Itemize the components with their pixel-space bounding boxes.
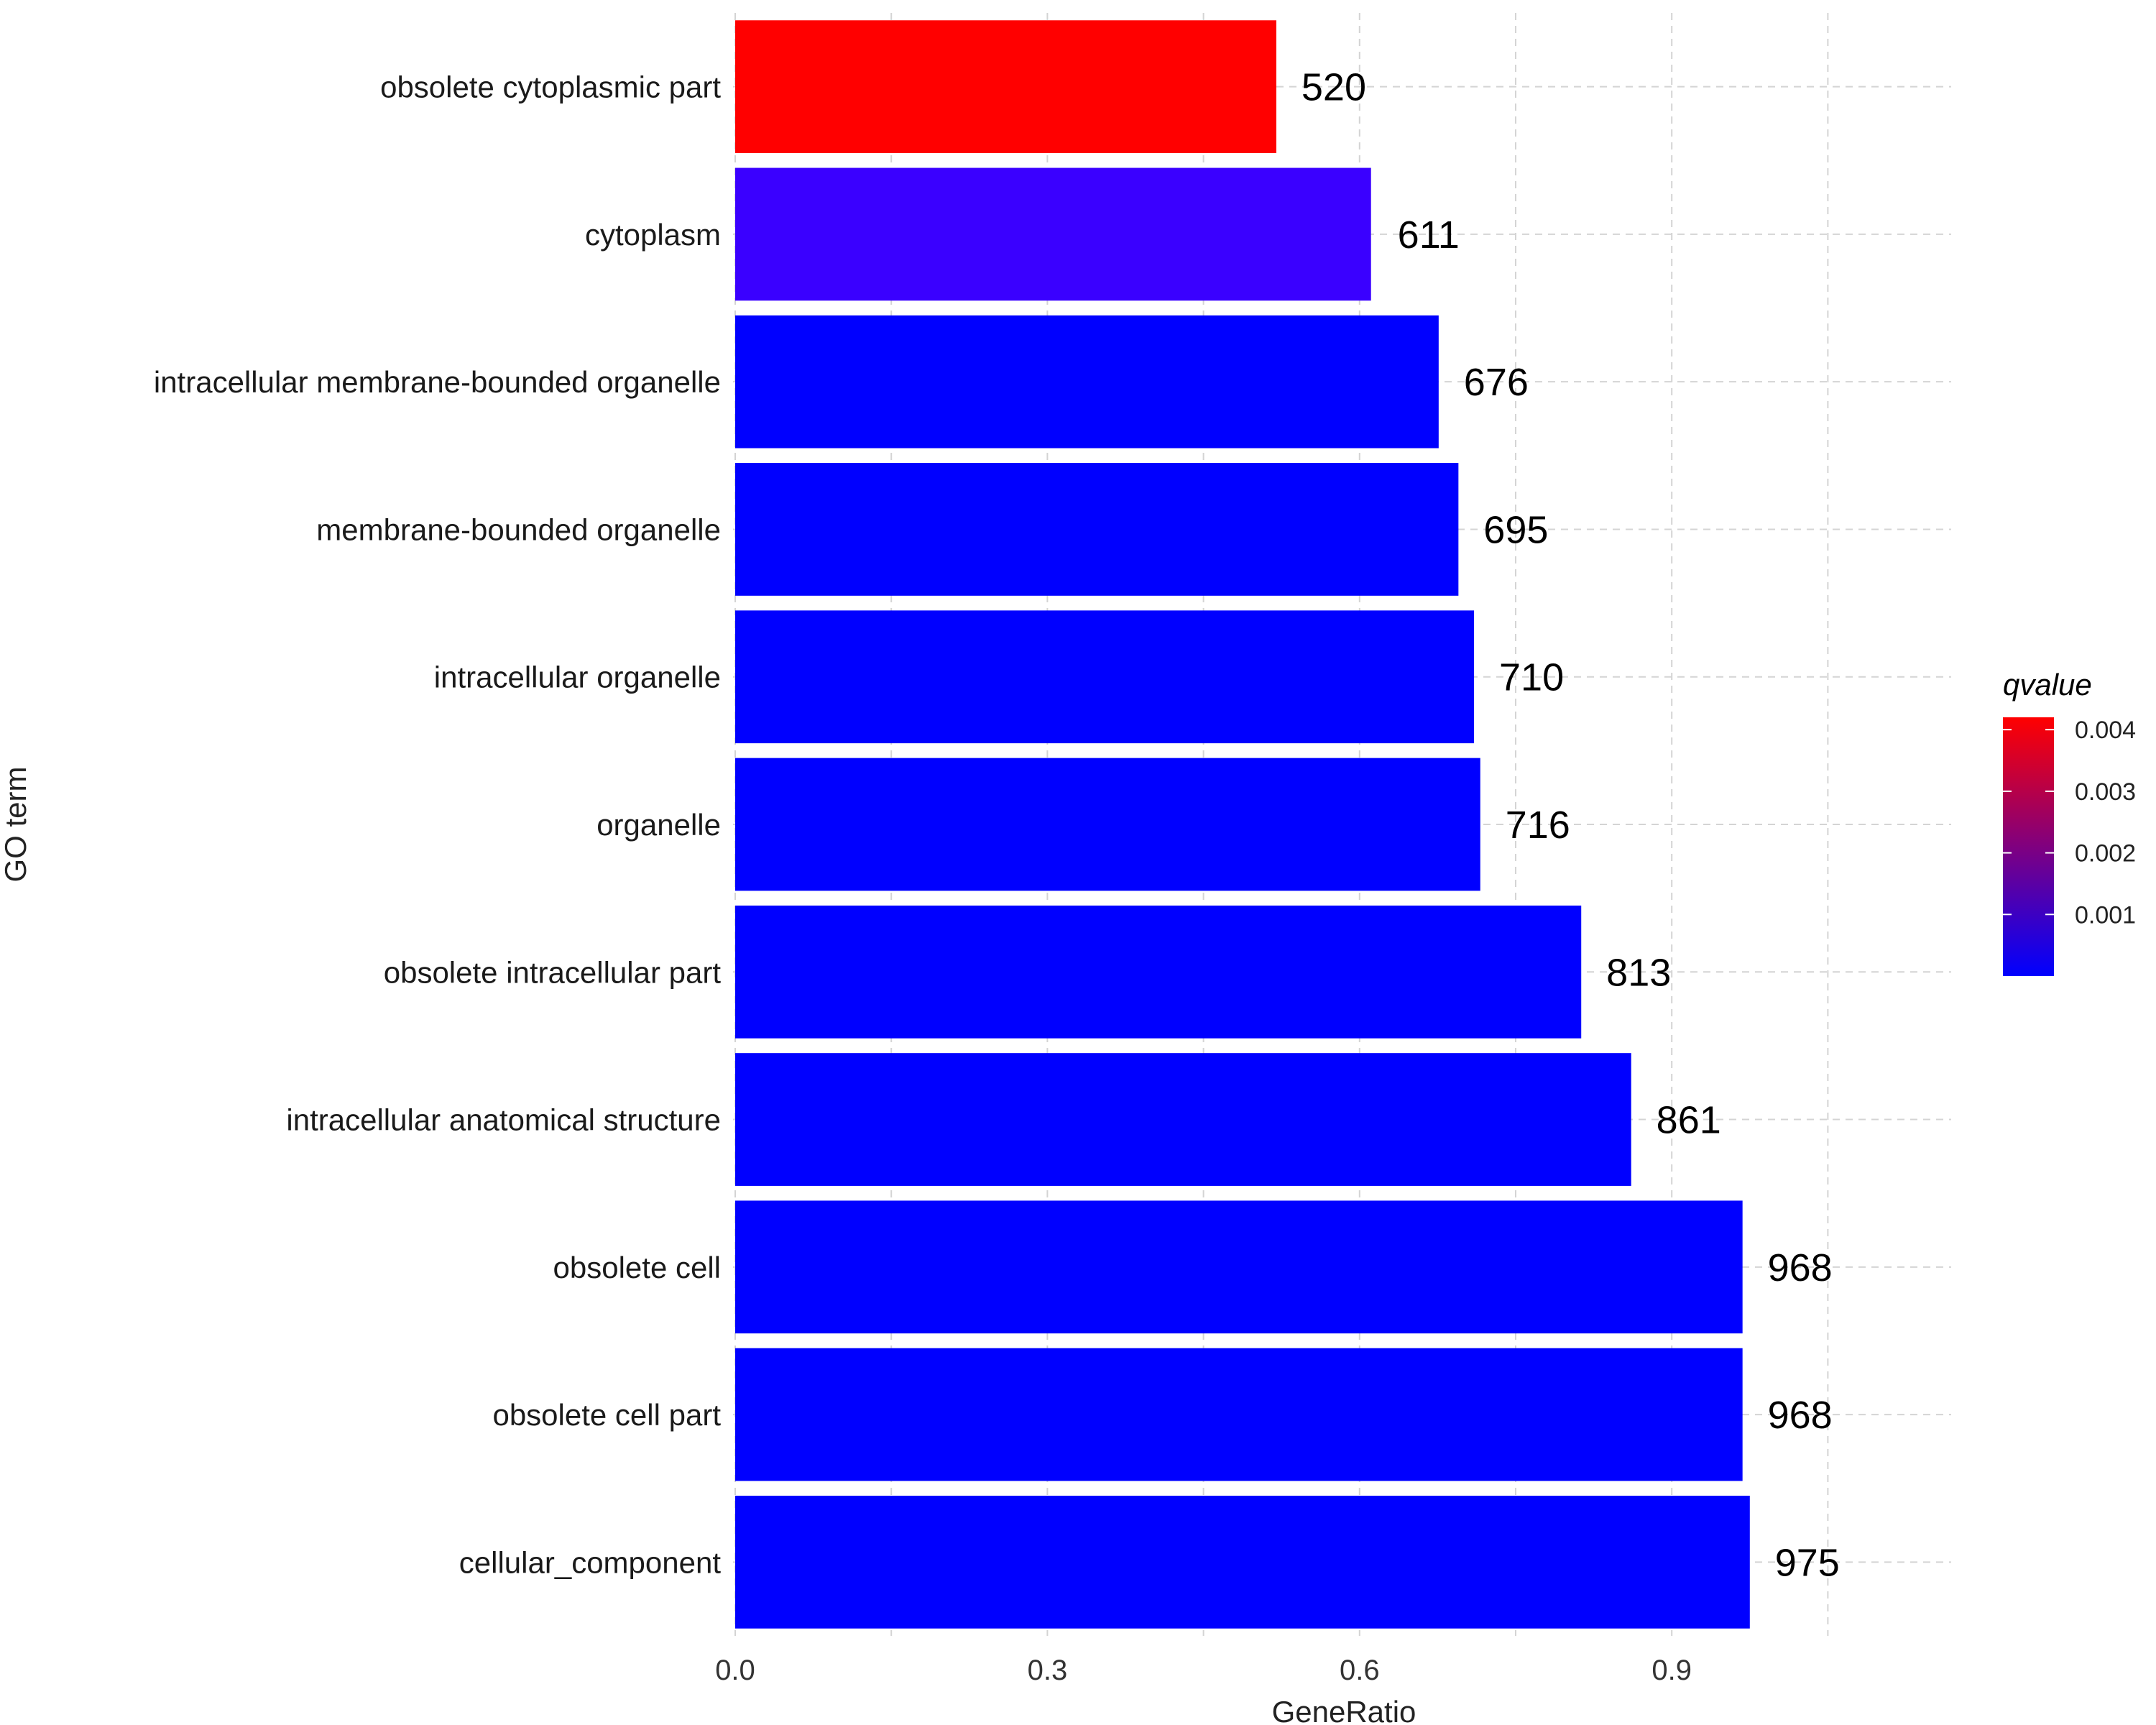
bar — [735, 1053, 1631, 1186]
legend-tick-label: 0.004 — [2075, 717, 2136, 744]
bar-count-label: 968 — [1768, 1394, 1833, 1437]
bar — [735, 758, 1480, 891]
bar-count-label: 520 — [1302, 66, 1366, 109]
bar — [735, 1348, 1743, 1481]
category-label: obsolete cell part — [492, 1398, 721, 1432]
category-label: cellular_component — [459, 1545, 722, 1579]
bars — [735, 20, 1750, 1629]
bar — [735, 20, 1276, 154]
category-label: obsolete intracellular part — [384, 955, 722, 989]
bar-count-label: 968 — [1768, 1246, 1833, 1289]
category-label: cytoplasm — [585, 218, 721, 252]
bar-count-label: 710 — [1499, 656, 1564, 699]
bar — [735, 463, 1459, 596]
bar-count-label: 611 — [1398, 213, 1460, 257]
category-label: membrane-bounded organelle — [316, 512, 721, 546]
category-label: intracellular membrane-bounded organelle — [154, 365, 721, 399]
category-label: organelle — [596, 808, 721, 842]
bar — [735, 1495, 1750, 1629]
legend-title: qvalue — [2003, 668, 2092, 702]
qvalue-colorbar — [2003, 717, 2054, 976]
legend-ticks: 0.004 0.003 0.002 0.001 — [2003, 717, 2136, 929]
bar — [735, 610, 1475, 744]
category-label: obsolete cell — [553, 1251, 721, 1284]
bar — [735, 315, 1439, 448]
category-label: obsolete cytoplasmic part — [380, 70, 721, 104]
x-tick-label: 0.9 — [1651, 1655, 1692, 1686]
bar — [735, 905, 1582, 1039]
category-label: intracellular anatomical structure — [286, 1103, 721, 1137]
bar-count-label: 716 — [1506, 804, 1570, 847]
category-label: intracellular organelle — [434, 661, 721, 694]
x-axis-title: GeneRatio — [1272, 1695, 1416, 1725]
legend-tick-label: 0.003 — [2075, 778, 2136, 806]
y-axis-categories: obsolete cytoplasmic part cytoplasm intrac… — [154, 70, 721, 1580]
legend-tick-label: 0.001 — [2075, 901, 2136, 929]
x-tick-label: 0.6 — [1340, 1655, 1380, 1686]
bar-count-label: 813 — [1606, 951, 1671, 994]
x-tick-label: 0.0 — [715, 1655, 755, 1686]
bar-count-label: 676 — [1464, 361, 1529, 404]
y-axis-title: GO term — [0, 766, 32, 882]
x-tick-label: 0.3 — [1028, 1655, 1068, 1686]
bar-labels: 520 611 676 695 710 716 813 861 968 968 975 — [1302, 66, 1840, 1585]
bar — [735, 1200, 1743, 1334]
legend-tick-label: 0.002 — [2075, 840, 2136, 868]
bar-count-label: 861 — [1657, 1099, 1721, 1142]
bar-count-label: 975 — [1775, 1541, 1840, 1584]
bar-count-label: 695 — [1483, 508, 1548, 551]
x-axis-ticks: 0.0 0.3 0.6 0.9 — [715, 1655, 1692, 1686]
qvalue-legend: qvalue 0.004 0.003 0.002 0.001 — [2003, 668, 2136, 976]
bar — [735, 167, 1371, 301]
